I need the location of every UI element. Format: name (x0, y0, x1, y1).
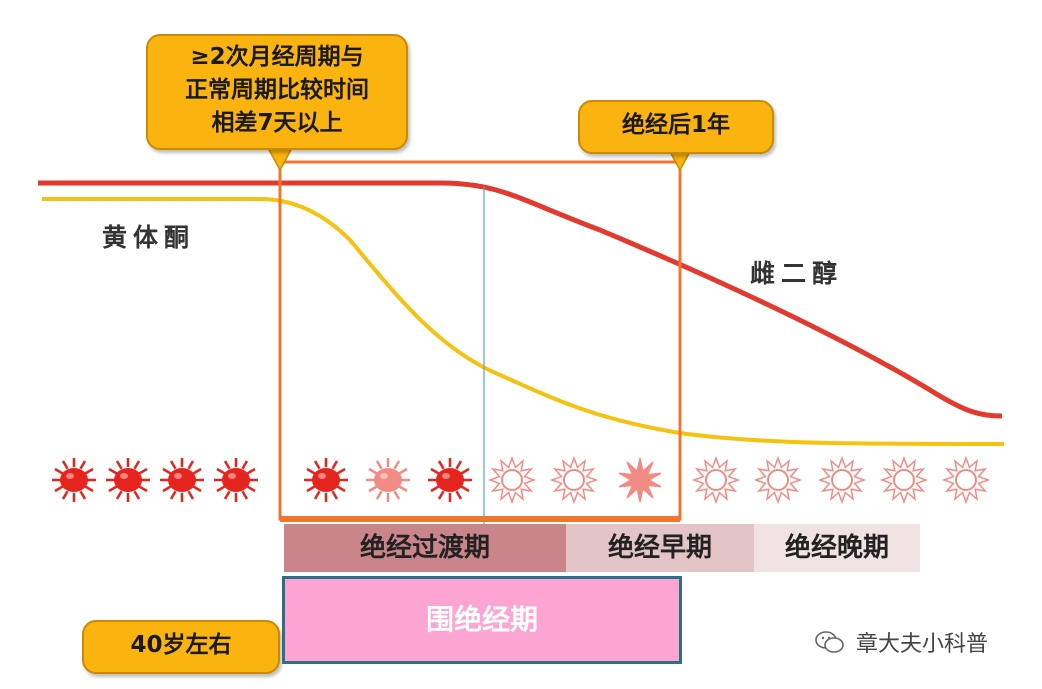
sun-outline-icon (817, 455, 867, 505)
sun-outline-icon (879, 455, 929, 505)
postmenopause-callout: 绝经后1年 (578, 100, 774, 154)
callout-line: 正常周期比较时间 (185, 77, 369, 103)
sun-filled-icon (168, 468, 196, 492)
sun-outline-icon (691, 455, 741, 505)
sun-outline-icon (753, 455, 803, 505)
watermark-text: 章大夫小科普 (856, 632, 989, 657)
callout-line: 相差7天以上 (211, 110, 343, 136)
progesterone-label: 黄体酮 (102, 223, 196, 252)
cycle-variation-callout: ≥2次月经周期与 正常周期比较时间 相差7天以上 (146, 34, 408, 150)
estradiol-curve (38, 180, 1003, 419)
phase-early-postmenopause: 绝经早期 (566, 524, 754, 572)
transition-bracket (278, 160, 682, 521)
watermark: 章大夫小科普 (815, 626, 988, 660)
sun-outline-icon (941, 455, 991, 505)
sun-filled-icon (312, 468, 340, 492)
ovary-icon-row (52, 455, 991, 505)
progesterone-curve (42, 197, 1005, 446)
wechat-icon (815, 630, 845, 660)
sun-filled-icon (436, 468, 464, 492)
starburst-icon (618, 457, 662, 503)
perimenopause-box: 围绝经期 (282, 576, 682, 664)
sun-outline-icon (487, 455, 537, 505)
phase-late-postmenopause: 绝经晚期 (754, 524, 920, 572)
estradiol-label: 雌二醇 (750, 259, 844, 288)
sun-filled-icon (114, 468, 142, 492)
sun-outline-icon (549, 455, 599, 505)
age-callout: 40岁左右 (82, 620, 280, 674)
phase-menopausal-transition: 绝经过渡期 (284, 524, 566, 572)
sun-filled-icon (222, 468, 250, 492)
sun-filled-icon (60, 468, 88, 492)
callout-line: ≥2次月经周期与 (190, 44, 364, 70)
cycle-callout-pointer (266, 147, 294, 172)
sun-pale-icon (374, 468, 402, 492)
